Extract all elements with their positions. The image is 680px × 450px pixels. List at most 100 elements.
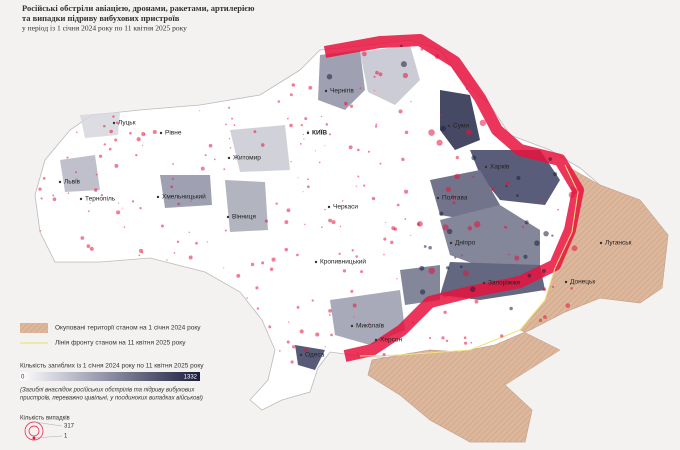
incident-dot bbox=[141, 144, 144, 146]
leader bbox=[33, 435, 63, 439]
incident-dot bbox=[442, 224, 449, 231]
incident-dot bbox=[168, 198, 170, 200]
incident-dot bbox=[419, 265, 425, 271]
incident-dot bbox=[391, 226, 396, 231]
leader bbox=[33, 421, 63, 427]
city-dot bbox=[299, 353, 303, 357]
incident-dot bbox=[279, 350, 281, 352]
incident-dot bbox=[375, 123, 378, 126]
incident-dot bbox=[460, 254, 463, 257]
incident-dot bbox=[423, 245, 427, 248]
city-dot bbox=[484, 165, 488, 169]
incident-dot bbox=[401, 157, 405, 162]
incident-dot bbox=[371, 196, 376, 201]
incident-dot bbox=[307, 178, 309, 181]
incident-dot bbox=[269, 267, 274, 271]
incident-dot bbox=[379, 162, 382, 165]
incident-dot bbox=[434, 54, 440, 59]
incident-dot bbox=[304, 117, 308, 121]
city-label: Львів bbox=[64, 178, 81, 186]
frontline-zone bbox=[323, 34, 584, 362]
city-dot bbox=[156, 195, 160, 199]
incident-dot bbox=[199, 110, 201, 112]
color-scale bbox=[20, 372, 200, 381]
incident-dot bbox=[328, 218, 333, 223]
incident-dot bbox=[75, 171, 77, 174]
incident-dot bbox=[470, 286, 476, 293]
incident-dot bbox=[122, 207, 124, 209]
incident-dot bbox=[368, 322, 371, 326]
incident-dot bbox=[357, 148, 360, 152]
incident-dot bbox=[474, 299, 479, 304]
city-label: КИЇВ bbox=[312, 129, 327, 137]
incident-dot bbox=[428, 245, 432, 250]
incident-dot bbox=[341, 200, 344, 202]
incident-dot bbox=[223, 267, 225, 269]
incident-dot bbox=[494, 133, 497, 136]
city-label: Житомир bbox=[233, 155, 261, 162]
city-dot bbox=[350, 324, 354, 328]
city-dot bbox=[564, 280, 568, 284]
incident-dot bbox=[315, 332, 320, 337]
incident-dot bbox=[539, 272, 545, 277]
incident-dot bbox=[542, 287, 547, 292]
city-label: Запоріжжя bbox=[488, 279, 520, 287]
incident-dot bbox=[256, 307, 260, 310]
size-min: 1 bbox=[64, 434, 68, 440]
incident-dot bbox=[326, 73, 333, 80]
incident-dot bbox=[303, 348, 308, 353]
incident-dot bbox=[324, 208, 326, 211]
incident-dot bbox=[108, 147, 112, 151]
incident-dot bbox=[116, 210, 121, 215]
incident-dot bbox=[436, 139, 443, 146]
incident-dot bbox=[52, 197, 57, 202]
incident-dot bbox=[428, 267, 435, 275]
incident-dot bbox=[516, 175, 521, 181]
incident-dot bbox=[98, 154, 103, 158]
city-label: Чернігів bbox=[330, 87, 354, 95]
incident-dot bbox=[173, 252, 176, 254]
incident-dot bbox=[385, 221, 387, 223]
incident-dot bbox=[553, 172, 558, 177]
incident-dot bbox=[378, 72, 383, 77]
incident-dot bbox=[382, 352, 386, 357]
incident-dot bbox=[353, 316, 355, 318]
incident-dot bbox=[328, 308, 332, 313]
incident-dot bbox=[176, 240, 180, 244]
incident-dot bbox=[350, 289, 354, 293]
incident-dot bbox=[289, 93, 293, 97]
incident-dot bbox=[473, 221, 481, 228]
incident-dot bbox=[118, 202, 120, 204]
incident-dot bbox=[349, 104, 354, 108]
incident-dot bbox=[514, 255, 520, 261]
incident-dot bbox=[359, 87, 362, 90]
incident-dot bbox=[271, 257, 276, 262]
incident-dot bbox=[331, 220, 336, 225]
incident-dot bbox=[311, 299, 314, 302]
incident-dot bbox=[38, 187, 42, 191]
incident-dot bbox=[100, 193, 104, 197]
incident-dot bbox=[516, 194, 519, 198]
incident-dot bbox=[289, 123, 293, 128]
incident-dot bbox=[570, 186, 574, 189]
incident-dot bbox=[306, 185, 310, 189]
incident-dot bbox=[551, 234, 554, 237]
incident-dot bbox=[339, 225, 342, 228]
incident-dot bbox=[402, 72, 409, 79]
incident-dot bbox=[557, 208, 560, 211]
note: пристроїв, переважно цивільні, у поодино… bbox=[20, 395, 203, 402]
incident-dot bbox=[357, 175, 360, 178]
incident-dot bbox=[568, 191, 575, 199]
incident-dot bbox=[314, 150, 316, 152]
incident-dot bbox=[260, 143, 265, 147]
city-dot bbox=[327, 205, 331, 209]
incident-dots bbox=[38, 44, 578, 364]
incident-dot bbox=[302, 191, 304, 193]
city-dot bbox=[436, 196, 440, 200]
incident-dot bbox=[138, 254, 141, 257]
city-label: Миколаїв bbox=[356, 323, 385, 330]
legend-label: Окуповані території станом на 1 січня 20… bbox=[55, 324, 201, 332]
legend-swatch bbox=[20, 323, 48, 333]
incident-dot bbox=[141, 251, 144, 254]
incident-dot bbox=[87, 210, 90, 213]
